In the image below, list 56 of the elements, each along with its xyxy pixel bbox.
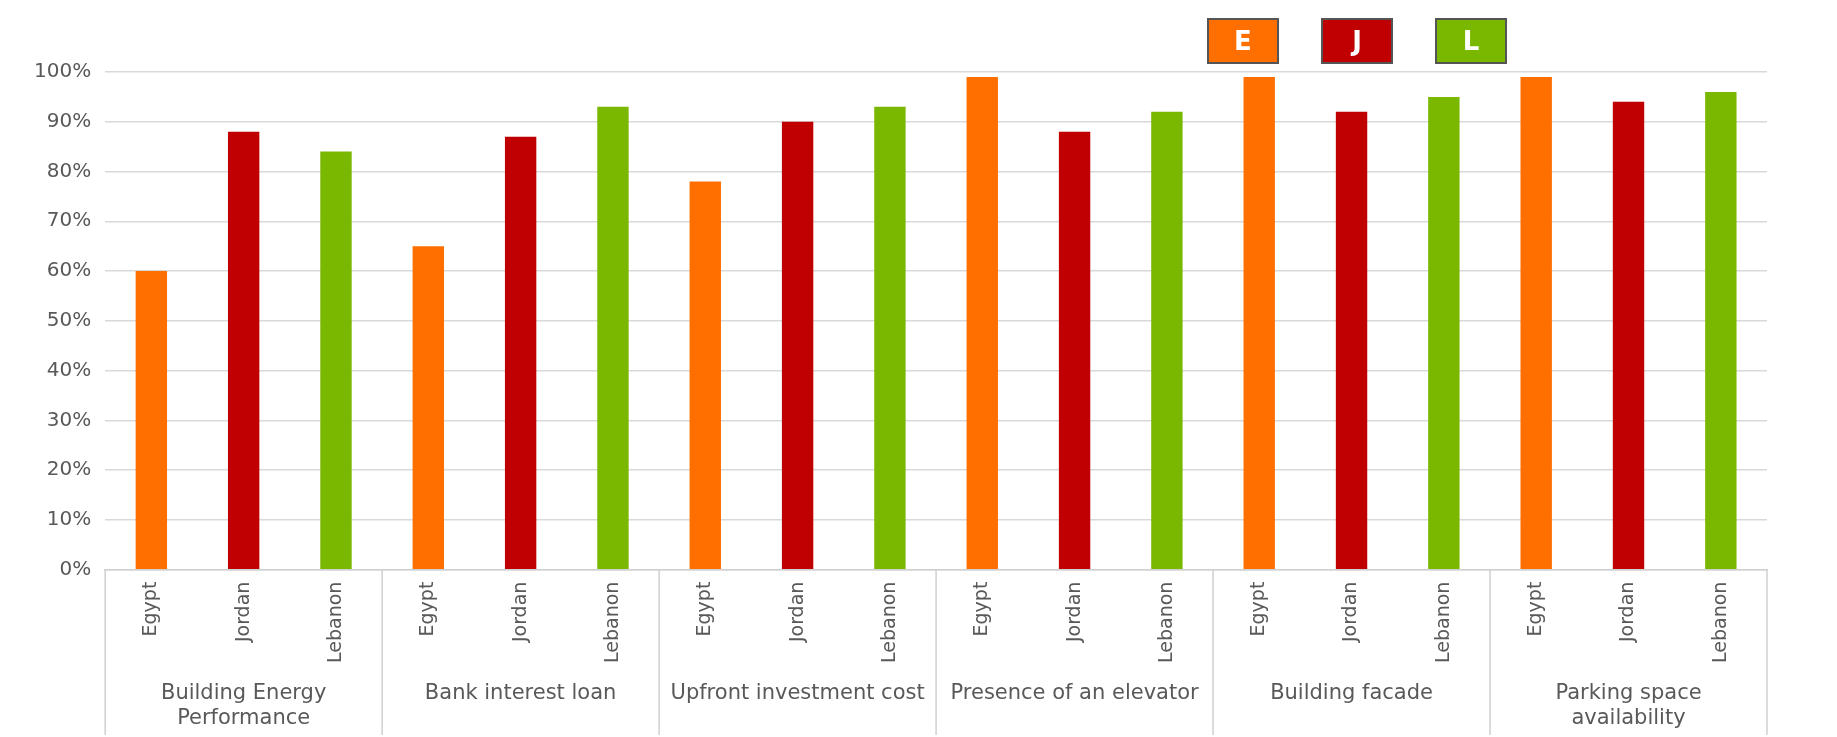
y-tick-label: 70% — [46, 207, 92, 232]
y-tick-label: 10% — [46, 506, 92, 531]
series-label: E — [1207, 18, 1279, 64]
y-tick-label: 20% — [46, 456, 92, 481]
bar — [412, 246, 445, 569]
x-tick-label: Egypt — [415, 581, 438, 637]
text: J — [1321, 18, 1393, 64]
y-tick-label: 80% — [46, 157, 92, 182]
x-tick-label: Jordan — [1338, 581, 1361, 644]
bar — [781, 121, 814, 569]
bar — [966, 76, 998, 569]
x-tick-label: Lebanon — [876, 581, 899, 664]
y-tick-label: 40% — [46, 356, 92, 381]
text: Bank interest loan — [424, 679, 617, 704]
bar — [597, 106, 629, 569]
text: Presence of an elevator — [950, 679, 1200, 704]
x-tick-label: Egypt — [138, 581, 161, 637]
x-tick-label: Jordan — [507, 581, 530, 644]
y-tick-label: 0% — [59, 555, 92, 580]
x-tick-label: Egypt — [969, 581, 992, 637]
x-tick-label: Jordan — [784, 581, 807, 644]
x-tick-label: Lebanon — [1707, 581, 1730, 664]
bar — [1612, 101, 1645, 569]
x-tick-label: Lebanon — [599, 581, 622, 664]
bar — [1520, 76, 1552, 569]
y-tick-label: 100% — [33, 58, 92, 83]
x-tick-label: Egypt — [1523, 581, 1546, 637]
x-tick-label: Egypt — [692, 581, 715, 637]
x-tick-label: Jordan — [1061, 581, 1084, 644]
bar — [227, 131, 260, 569]
bar — [1058, 131, 1091, 569]
y-tick-label: 90% — [46, 107, 92, 132]
bar — [1705, 91, 1737, 569]
x-tick-label: Egypt — [1246, 581, 1269, 637]
y-tick-label: 50% — [46, 307, 92, 332]
x-tick-label: Lebanon — [1430, 581, 1453, 664]
bar — [1335, 111, 1368, 569]
text: Building Energy Performance — [160, 679, 327, 729]
text: Parking space availability — [1555, 679, 1702, 729]
x-tick-label: Lebanon — [322, 581, 345, 664]
text: Upfront investment cost — [670, 679, 925, 704]
x-tick-label: Jordan — [230, 581, 253, 644]
bar — [135, 271, 168, 569]
y-tick-label: 60% — [46, 257, 92, 282]
bar — [1428, 96, 1460, 569]
x-tick-label: Lebanon — [1153, 581, 1176, 664]
bar — [1151, 111, 1183, 569]
y-tick-label: 30% — [46, 406, 92, 431]
text: Building facade — [1270, 679, 1433, 704]
bar — [320, 151, 352, 569]
series-label: L — [1435, 18, 1507, 64]
bar — [1243, 76, 1275, 569]
x-tick-label: Jordan — [1615, 581, 1638, 644]
bar — [689, 181, 721, 569]
bar — [874, 106, 906, 569]
bar — [504, 136, 537, 569]
